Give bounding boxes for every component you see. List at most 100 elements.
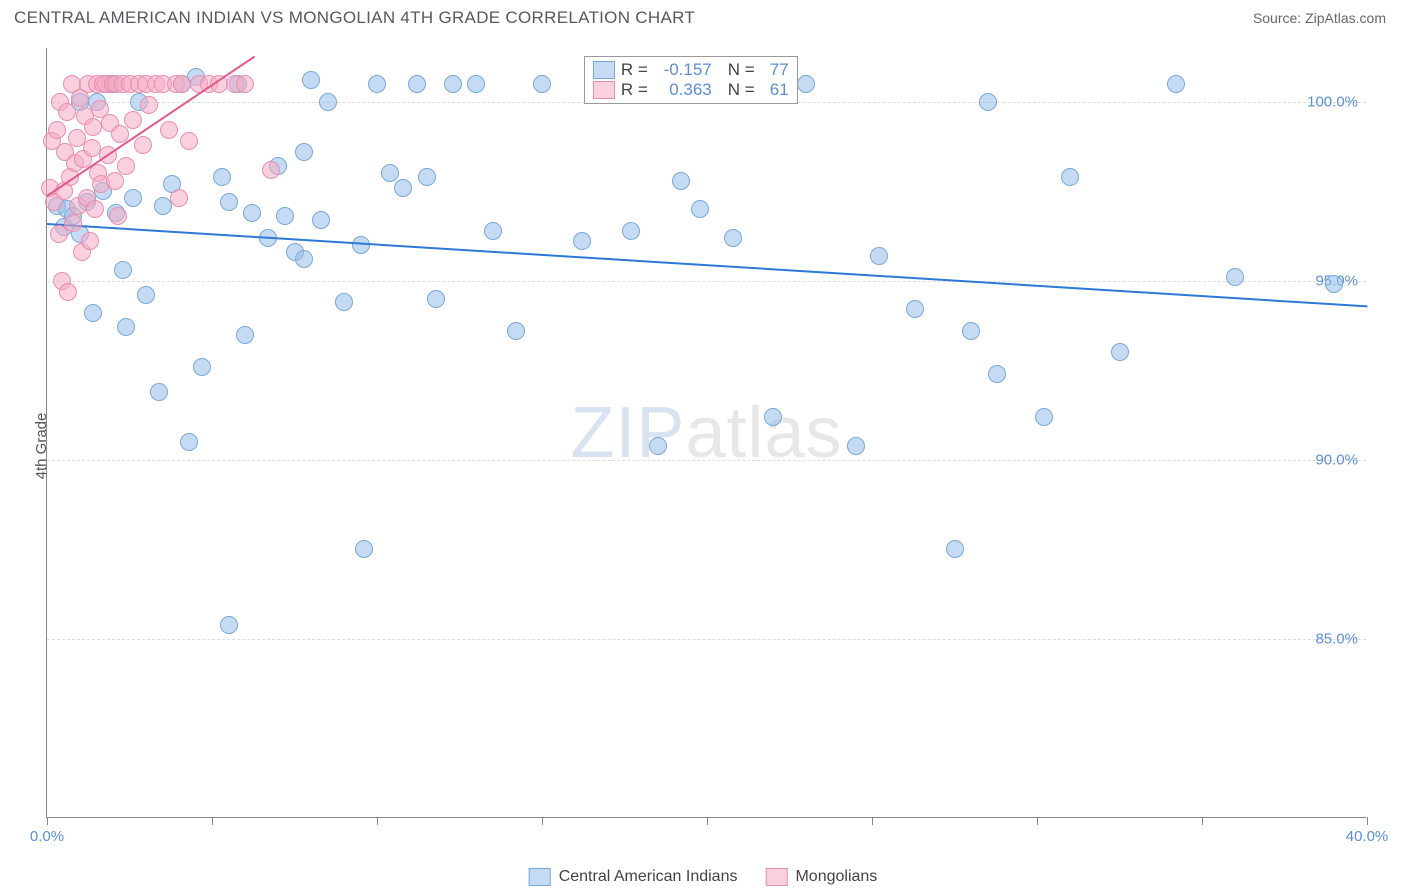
data-point bbox=[408, 75, 426, 93]
data-point bbox=[236, 75, 254, 93]
data-point bbox=[394, 179, 412, 197]
x-tick bbox=[1367, 817, 1368, 825]
stats-n-label: N = bbox=[728, 60, 755, 80]
data-point bbox=[84, 118, 102, 136]
y-tick-label: 100.0% bbox=[1307, 93, 1358, 110]
data-point bbox=[140, 96, 158, 114]
data-point bbox=[154, 197, 172, 215]
data-point bbox=[312, 211, 330, 229]
data-point bbox=[150, 383, 168, 401]
data-point bbox=[1111, 343, 1129, 361]
data-point bbox=[622, 222, 640, 240]
data-point bbox=[507, 322, 525, 340]
data-point bbox=[262, 161, 280, 179]
data-point bbox=[220, 616, 238, 634]
stats-swatch-icon bbox=[593, 61, 615, 79]
x-tick bbox=[542, 817, 543, 825]
stats-n-value: 77 bbox=[761, 60, 789, 80]
legend-label: Mongolians bbox=[795, 868, 877, 886]
data-point bbox=[295, 250, 313, 268]
data-point bbox=[243, 204, 261, 222]
trend-line bbox=[47, 223, 1367, 307]
data-point bbox=[962, 322, 980, 340]
x-tick bbox=[872, 817, 873, 825]
data-point bbox=[988, 365, 1006, 383]
data-point bbox=[180, 132, 198, 150]
legend: Central American Indians Mongolians bbox=[529, 868, 878, 886]
chart-source: Source: ZipAtlas.com bbox=[1253, 10, 1386, 26]
data-point bbox=[137, 286, 155, 304]
stats-box: R =-0.157N =77R =0.363N =61 bbox=[584, 56, 798, 104]
x-tick-label: 40.0% bbox=[1346, 828, 1389, 845]
data-point bbox=[64, 214, 82, 232]
data-point bbox=[691, 200, 709, 218]
data-point bbox=[83, 139, 101, 157]
stats-row: R =0.363N =61 bbox=[593, 80, 789, 100]
data-point bbox=[117, 157, 135, 175]
stats-swatch-icon bbox=[593, 81, 615, 99]
data-point bbox=[193, 358, 211, 376]
data-point bbox=[847, 437, 865, 455]
legend-swatch-icon bbox=[529, 868, 551, 886]
legend-label: Central American Indians bbox=[559, 868, 738, 886]
x-tick bbox=[377, 817, 378, 825]
x-tick-label: 0.0% bbox=[30, 828, 64, 845]
data-point bbox=[573, 232, 591, 250]
data-point bbox=[106, 172, 124, 190]
data-point bbox=[124, 111, 142, 129]
data-point bbox=[381, 164, 399, 182]
stats-r-label: R = bbox=[621, 60, 648, 80]
data-point bbox=[180, 433, 198, 451]
data-point bbox=[86, 200, 104, 218]
data-point bbox=[418, 168, 436, 186]
data-point bbox=[335, 293, 353, 311]
data-point bbox=[649, 437, 667, 455]
y-tick-label: 90.0% bbox=[1315, 451, 1358, 468]
data-point bbox=[220, 193, 238, 211]
data-point bbox=[427, 290, 445, 308]
chart-header: CENTRAL AMERICAN INDIAN VS MONGOLIAN 4TH… bbox=[0, 0, 1406, 32]
data-point bbox=[81, 232, 99, 250]
data-point bbox=[109, 207, 127, 225]
x-tick bbox=[47, 817, 48, 825]
data-point bbox=[533, 75, 551, 93]
data-point bbox=[124, 189, 142, 207]
stats-row: R = -0.157 N = 77 bbox=[593, 60, 789, 80]
data-point bbox=[236, 326, 254, 344]
data-point bbox=[134, 136, 152, 154]
data-point bbox=[58, 103, 76, 121]
data-point bbox=[173, 75, 191, 93]
data-point bbox=[672, 172, 690, 190]
data-point bbox=[84, 304, 102, 322]
stats-n-label: N = bbox=[728, 80, 755, 100]
data-point bbox=[114, 261, 132, 279]
x-tick bbox=[212, 817, 213, 825]
data-point bbox=[59, 283, 77, 301]
data-point bbox=[946, 540, 964, 558]
data-point bbox=[368, 75, 386, 93]
gridline bbox=[47, 639, 1366, 640]
legend-item: Central American Indians bbox=[529, 868, 738, 886]
gridline bbox=[47, 460, 1366, 461]
data-point bbox=[979, 93, 997, 111]
stats-n-value: 61 bbox=[761, 80, 789, 100]
data-point bbox=[170, 189, 188, 207]
data-point bbox=[764, 408, 782, 426]
stats-r-value: -0.157 bbox=[654, 60, 712, 80]
legend-item: Mongolians bbox=[765, 868, 877, 886]
x-tick bbox=[707, 817, 708, 825]
legend-swatch-icon bbox=[765, 868, 787, 886]
chart-plot-area: ZIPatlas 85.0%90.0%95.0%100.0%0.0%40.0%R… bbox=[46, 48, 1366, 818]
data-point bbox=[444, 75, 462, 93]
data-point bbox=[724, 229, 742, 247]
data-point bbox=[355, 540, 373, 558]
data-point bbox=[1325, 275, 1343, 293]
watermark: ZIPatlas bbox=[570, 392, 842, 474]
data-point bbox=[1061, 168, 1079, 186]
data-point bbox=[797, 75, 815, 93]
chart-title: CENTRAL AMERICAN INDIAN VS MONGOLIAN 4TH… bbox=[14, 8, 695, 28]
data-point bbox=[117, 318, 135, 336]
data-point bbox=[302, 71, 320, 89]
data-point bbox=[319, 93, 337, 111]
x-tick bbox=[1037, 817, 1038, 825]
